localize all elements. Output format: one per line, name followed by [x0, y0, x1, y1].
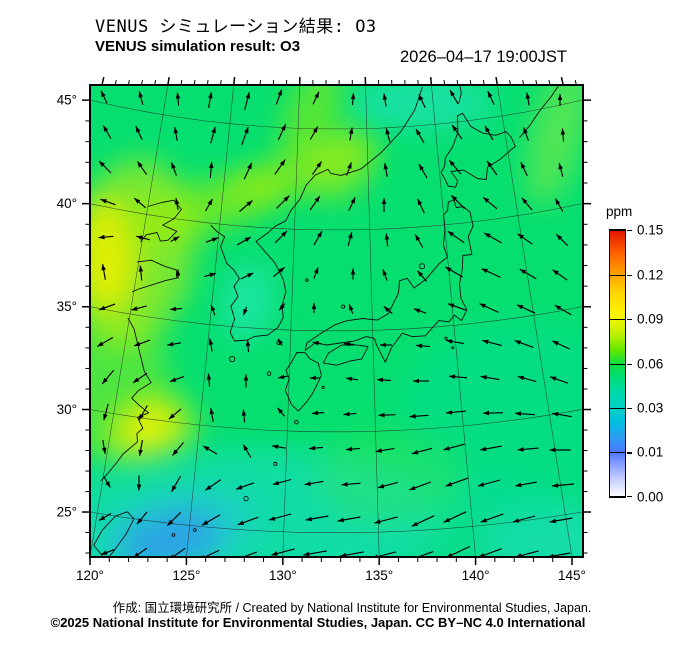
lon-axis-label: 140° [462, 568, 490, 583]
top-tick [560, 77, 564, 86]
lat-axis-label: 25° [57, 505, 77, 520]
colorbar-tick [610, 452, 625, 454]
colorbar-tick-outer [627, 363, 632, 365]
lat-axis-label: 45° [57, 93, 77, 108]
lon-axis-label: 145° [558, 568, 586, 583]
colorbar-tick-label: 0.01 [637, 444, 664, 460]
colorbar-tick [610, 496, 625, 497]
license-line: ©2025 National Institute for Environment… [50, 615, 586, 630]
top-tick [101, 77, 105, 86]
colorbar-tick-outer [627, 452, 632, 454]
colorbar-tick-label: 0.03 [637, 400, 664, 416]
lat-axis-label: 30° [57, 402, 77, 417]
field-blob [514, 85, 583, 213]
colorbar-tick-label: 0.00 [637, 489, 664, 505]
top-tick [429, 76, 433, 86]
colorbar-tick [610, 408, 625, 409]
colorbar-tick-outer [627, 274, 632, 276]
timestamp: 2026–04–17 19:00JST [400, 48, 567, 66]
colorbar-tick [610, 274, 625, 276]
top-tick [495, 76, 499, 86]
field-blob [315, 429, 465, 525]
colorbar: 0.15 0.12 0.09 0.06 0.03 0.01 0.00 [609, 223, 663, 505]
lat-axis-label: 40° [57, 196, 77, 211]
colorbar-tick [610, 363, 625, 365]
colorbar-tick-outer [627, 230, 632, 232]
colorbar-tick-label: 0.09 [637, 311, 664, 327]
top-tick [233, 76, 236, 86]
colorbar-tick-label: 0.15 [637, 222, 664, 238]
colorbar-tick-outer [627, 408, 632, 410]
lon-axis-label: 135° [365, 568, 393, 583]
colorbar-tick-label: 0.12 [637, 267, 664, 282]
colorbar-tick [610, 318, 625, 320]
colorbar-tick-label: 0.06 [637, 356, 664, 371]
colorbar-tick [610, 230, 625, 231]
colorbar-tick-outer [627, 318, 632, 321]
page-title-english: VENUS simulation result: O3 [95, 38, 301, 55]
lat-axis-label: 35° [57, 299, 77, 314]
colorbar-unit-label: ppm [606, 204, 633, 219]
ozone-concentration-field [90, 85, 583, 557]
lon-axis-label: 120° [76, 568, 104, 583]
lon-axis-label: 130° [269, 568, 297, 583]
credit-line: 作成: 国立環境研究所 / Created by National Instit… [112, 601, 592, 615]
page-title-japanese: VENUS シミュレーション結果: O3 [95, 17, 377, 37]
top-tick [167, 76, 170, 86]
field-blob [350, 85, 494, 129]
lon-axis-label: 125° [172, 568, 200, 583]
field-blob [216, 259, 280, 347]
colorbar-tick-outer [627, 496, 632, 498]
